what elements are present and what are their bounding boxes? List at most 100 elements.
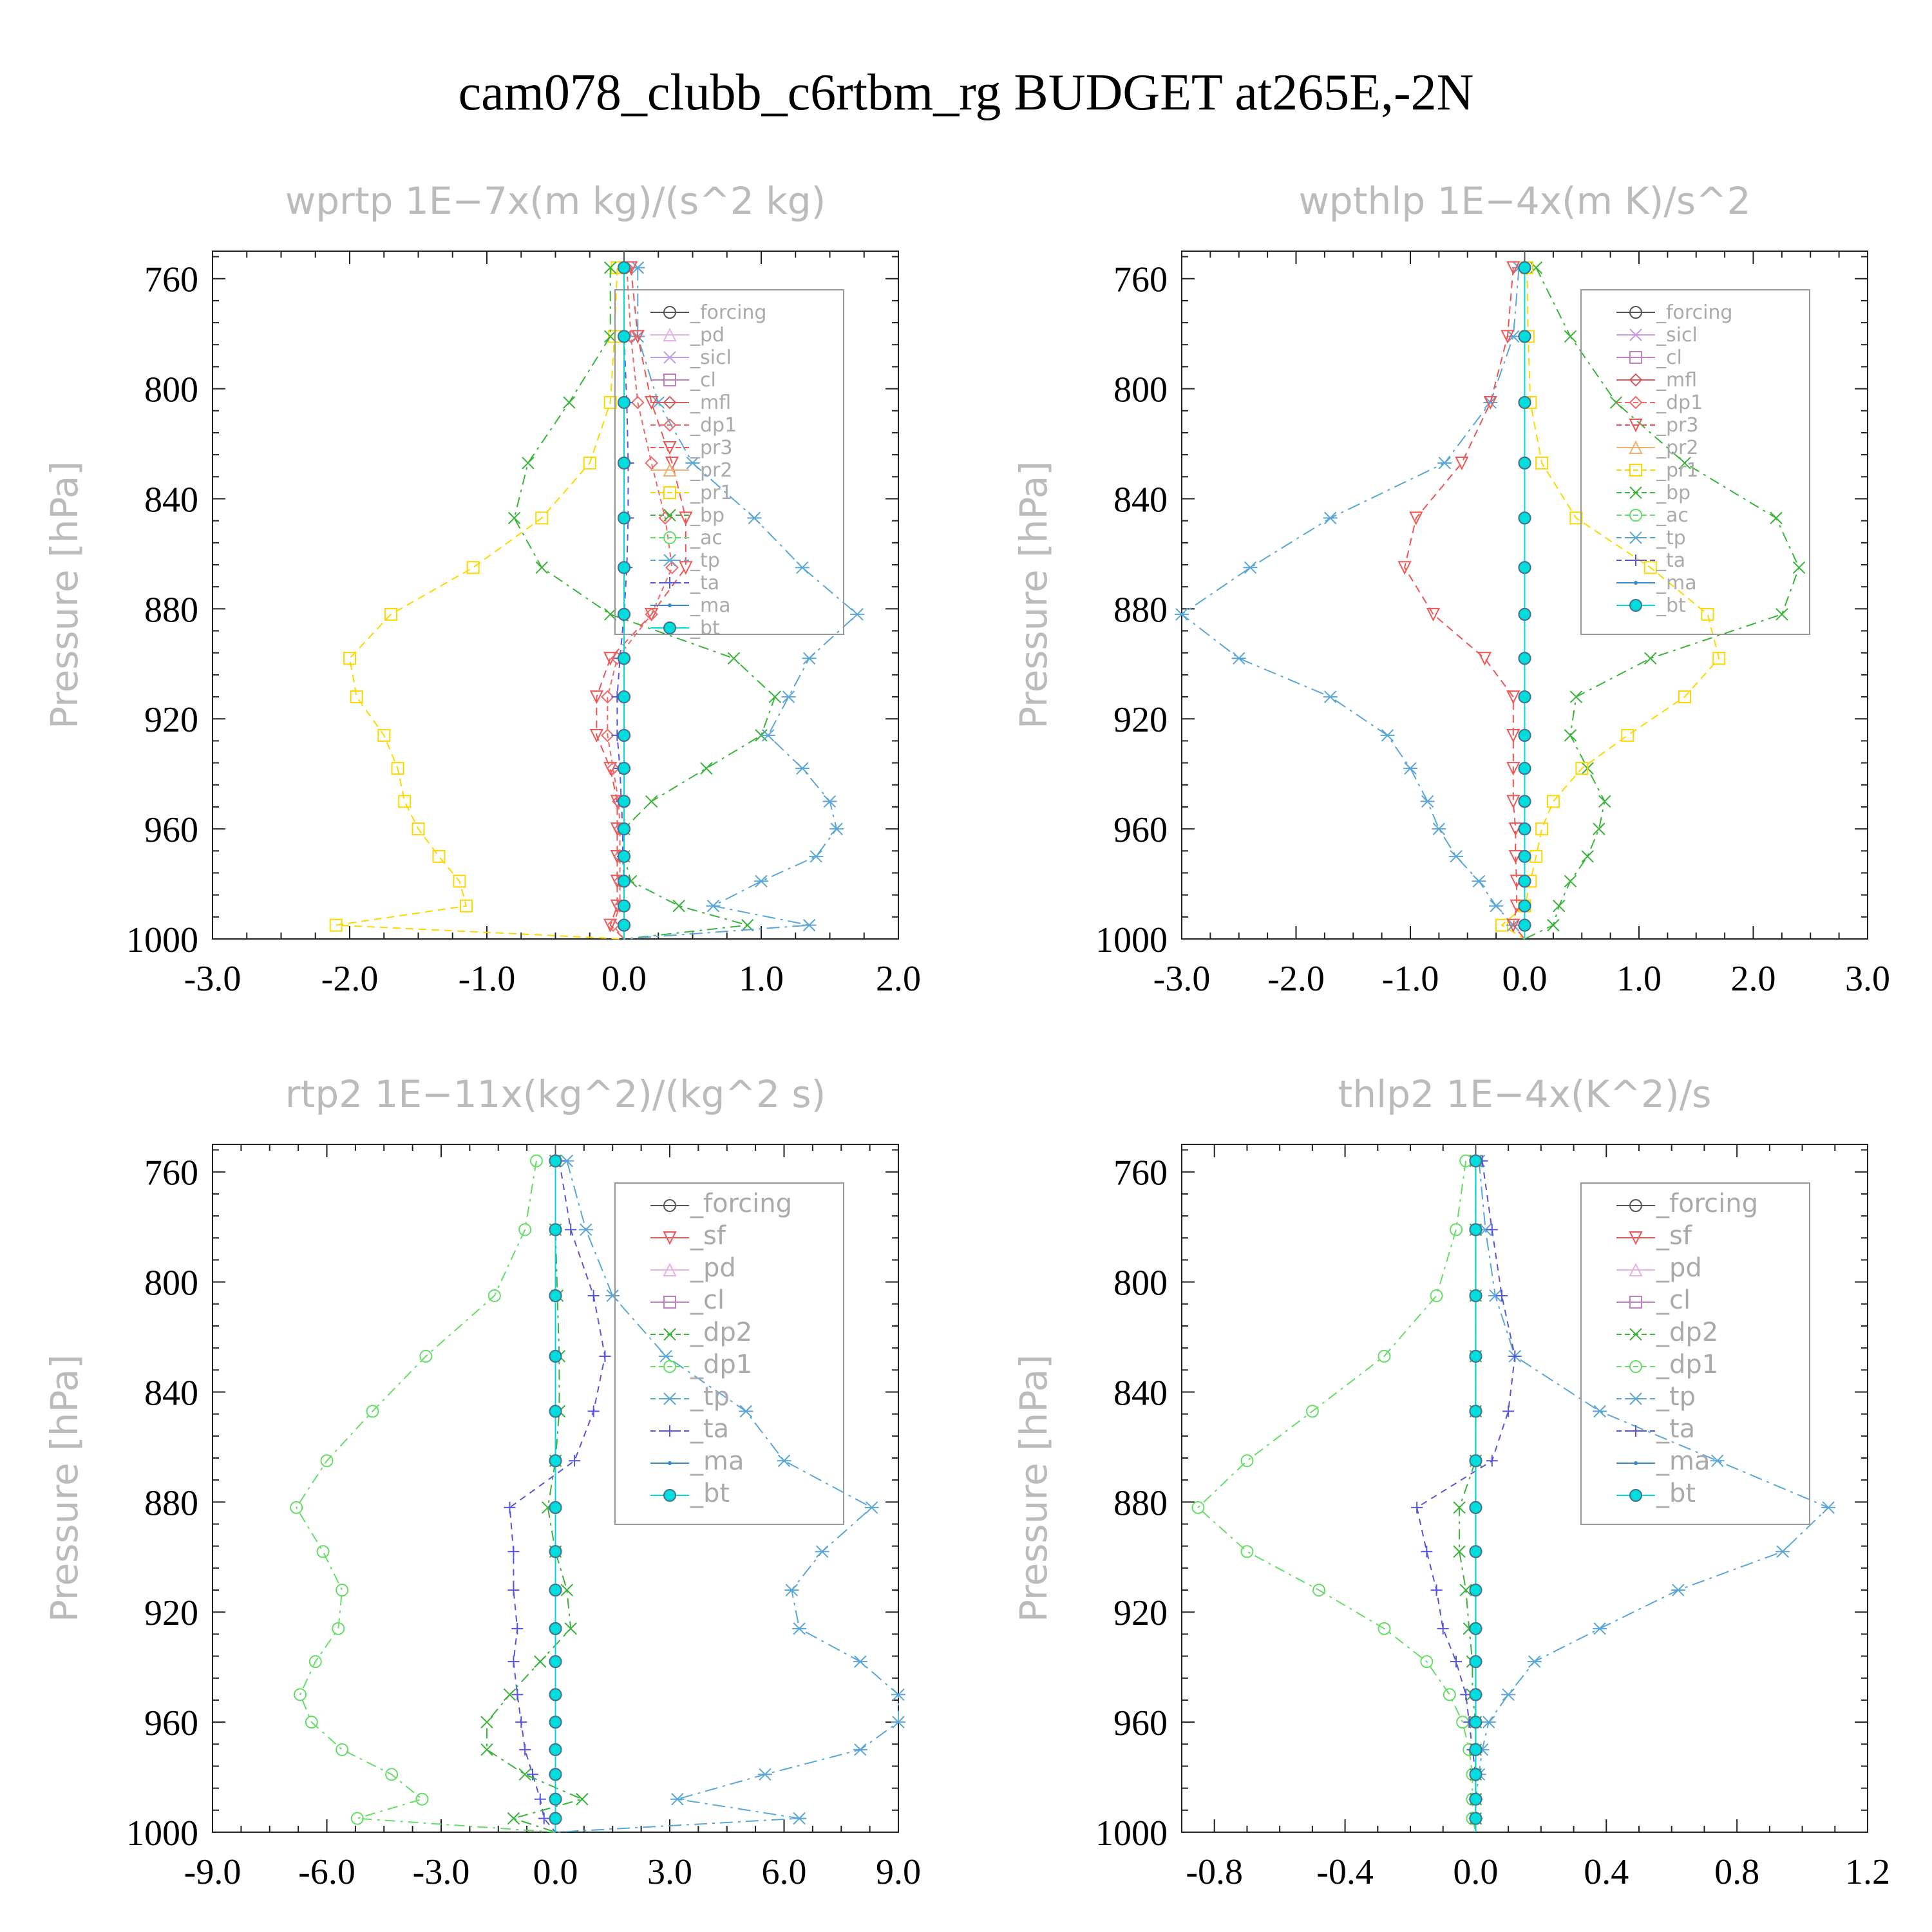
legend-label: _cl	[690, 369, 716, 392]
legend-label: _mfl	[690, 392, 731, 414]
data-point	[320, 1454, 334, 1468]
legend-marker	[668, 1461, 672, 1465]
y-tick-label: 840	[144, 1373, 198, 1413]
data-point	[1469, 1716, 1482, 1729]
legend-marker	[663, 327, 677, 341]
legend-label: _pr3	[1656, 414, 1698, 437]
data-point	[784, 1584, 799, 1596]
data-point	[761, 729, 775, 742]
data-point	[757, 1768, 772, 1781]
data-point	[1501, 1688, 1516, 1701]
y-tick-label: 880	[1113, 590, 1168, 630]
legend-label: _bp	[690, 504, 724, 527]
legend-label: _bt	[690, 1479, 730, 1508]
data-point	[1486, 1224, 1498, 1236]
data-point	[534, 1655, 547, 1668]
data-point	[1175, 608, 1189, 621]
legend-label: _pd	[1656, 1253, 1702, 1283]
legend-marker	[1630, 1425, 1642, 1437]
y-tick-label: 960	[144, 810, 198, 850]
data-point	[1240, 1454, 1254, 1468]
series-line	[509, 1160, 606, 1833]
data-point	[1518, 875, 1531, 888]
series-line	[623, 267, 858, 940]
series-line	[1524, 267, 1800, 940]
data-point	[1643, 561, 1657, 574]
x-tick-label: 0.8	[1714, 1852, 1759, 1892]
y-tick-label: 880	[144, 1483, 198, 1523]
data-point	[480, 1743, 493, 1756]
legend-marker	[1634, 1461, 1638, 1465]
data-point	[480, 1716, 493, 1728]
data-point	[563, 396, 576, 409]
legend-label: _bt	[1656, 1479, 1696, 1508]
legend-label: _bp	[1656, 482, 1690, 504]
series-dp2	[480, 1154, 589, 1833]
x-tick-label: 0.0	[1502, 959, 1548, 999]
legend-marker	[663, 351, 677, 364]
x-tick-label: -2.0	[321, 959, 379, 999]
y-axis-label: Pressure [hPa]	[43, 1354, 86, 1622]
x-tick-label: -6.0	[298, 1852, 355, 1892]
data-point	[1469, 1622, 1482, 1635]
data-point	[1437, 457, 1452, 469]
data-point	[618, 690, 630, 704]
data-point	[308, 1655, 322, 1669]
data-point	[1432, 822, 1446, 835]
series-bt	[1469, 1154, 1482, 1832]
data-point	[549, 1289, 562, 1302]
data-point	[1671, 1584, 1685, 1596]
data-point	[1518, 330, 1531, 343]
data-point	[1710, 1454, 1725, 1467]
y-tick-label: 840	[1113, 1373, 1168, 1413]
data-point	[503, 1688, 516, 1701]
data-point	[589, 690, 604, 705]
data-point	[507, 1812, 520, 1825]
legend-label: _ma	[1656, 1446, 1710, 1476]
data-point	[549, 1454, 562, 1468]
series-line	[486, 1160, 584, 1833]
data-point	[1530, 261, 1542, 274]
data-point	[507, 1546, 520, 1558]
data-point	[1506, 690, 1520, 705]
data-point	[549, 1768, 562, 1781]
data-point	[603, 608, 617, 621]
data-point	[781, 690, 796, 703]
data-point	[1409, 511, 1423, 526]
data-point	[1518, 456, 1531, 469]
data-point	[1569, 511, 1583, 525]
data-point	[1469, 1584, 1482, 1597]
data-point	[1191, 1501, 1205, 1514]
legend-marker	[1629, 1199, 1642, 1212]
y-axis-label: Pressure [hPa]	[1012, 1354, 1056, 1622]
series-line	[513, 267, 776, 940]
legend-label: _pr1	[690, 482, 732, 504]
data-point	[1469, 1154, 1482, 1168]
series-bp	[507, 261, 782, 940]
x-tick-label: -0.4	[1316, 1852, 1374, 1892]
legend-marker	[1629, 486, 1642, 499]
data-point	[747, 511, 762, 525]
legend-label: _ta	[1656, 1414, 1695, 1444]
data-point	[1312, 1584, 1325, 1597]
y-tick-label: 1000	[1095, 1814, 1168, 1853]
legend-label: _dp2	[690, 1318, 752, 1347]
series-line	[1459, 1160, 1477, 1832]
plot-frame	[1181, 1144, 1868, 1833]
series-dp2	[1453, 1154, 1482, 1832]
data-point	[706, 900, 721, 913]
y-tick-label: 920	[1113, 700, 1168, 740]
data-point	[603, 652, 618, 666]
legend-label: _pd	[690, 1253, 736, 1283]
data-point	[294, 1688, 307, 1701]
series-tp	[1175, 261, 1526, 940]
data-point	[1469, 1501, 1482, 1514]
legend-label: _forcing	[690, 1189, 792, 1218]
data-point	[665, 456, 679, 471]
data-point	[802, 918, 817, 932]
series-pr1	[329, 261, 625, 940]
data-point	[515, 1716, 527, 1728]
y-tick-label: 880	[1113, 1483, 1168, 1523]
data-point	[1678, 690, 1691, 704]
data-point	[618, 561, 630, 574]
